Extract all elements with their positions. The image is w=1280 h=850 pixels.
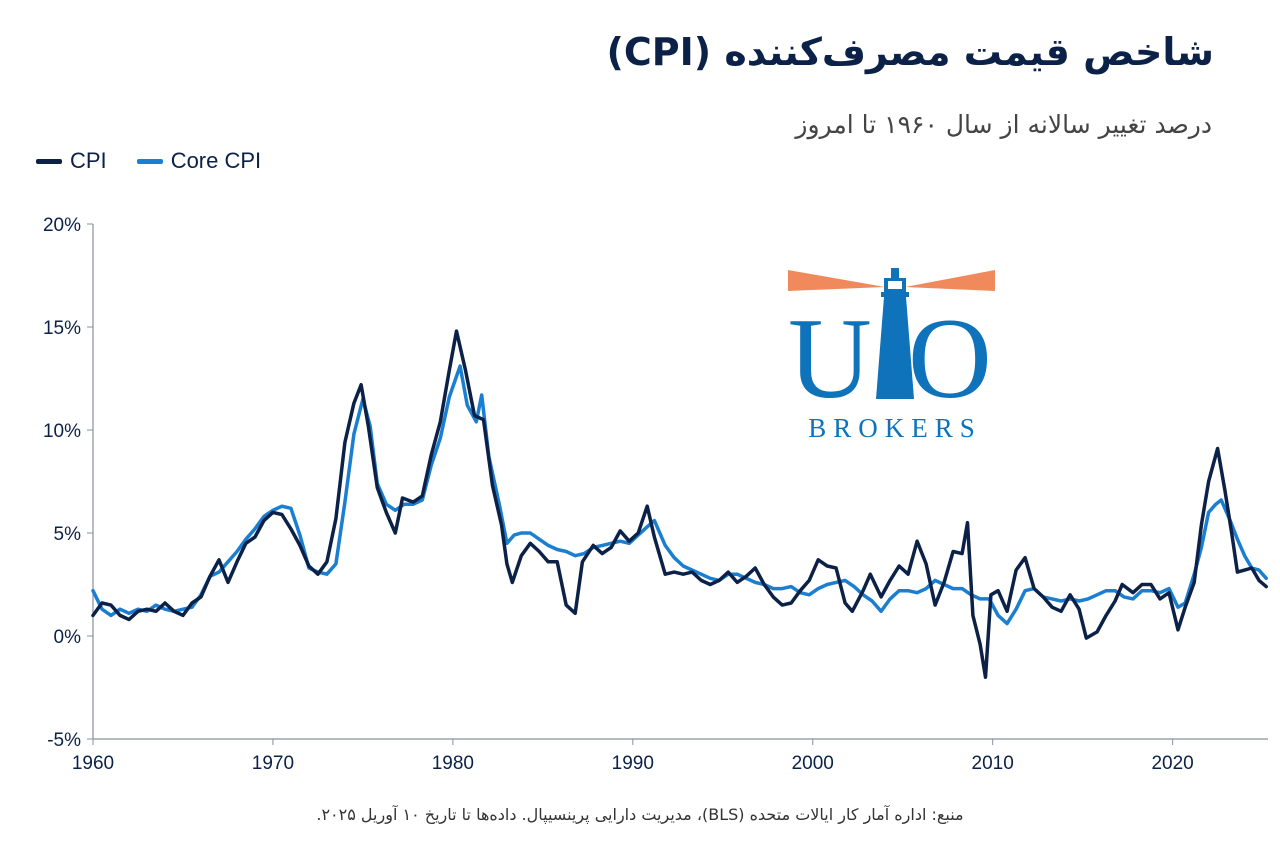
chart-subtitle: درصد تغییر سالانه از سال ۱۹۶۰ تا امروز xyxy=(795,110,1212,139)
y-tick-label: 0% xyxy=(54,627,82,648)
x-tick-label: 2020 xyxy=(1151,753,1193,774)
svg-text:U: U xyxy=(788,295,872,415)
x-tick-label: 2000 xyxy=(792,753,834,774)
series-line-core-cpi xyxy=(91,364,1268,626)
x-tick-label: 1970 xyxy=(252,753,294,774)
y-tick-label: 10% xyxy=(43,421,81,442)
y-tick-label: -5% xyxy=(47,730,81,751)
legend-item-core-cpi: Core CPI xyxy=(136,148,262,174)
series-line-cpi xyxy=(91,329,1268,679)
legend-label-core-cpi: Core CPI xyxy=(170,148,262,173)
svg-text:O: O xyxy=(908,295,992,415)
y-tick-label: 15% xyxy=(43,318,81,339)
legend-item-cpi: CPI xyxy=(36,148,107,174)
source-note: منبع: اداره آمار کار ایالات متحده (BLS)،… xyxy=(316,805,964,824)
legend-label-cpi: CPI xyxy=(70,148,107,173)
x-tick-label: 1980 xyxy=(432,753,474,774)
x-tick-label: 1960 xyxy=(72,753,114,774)
legend-swatch-cpi xyxy=(36,158,62,164)
legend-swatch-core-cpi xyxy=(136,158,163,164)
x-tick-label: 2010 xyxy=(972,753,1014,774)
logo-text: BROKERS xyxy=(808,413,982,443)
chart-legend: CPI Core CPI xyxy=(36,148,261,174)
chart-axes: -5% 0% 5% 10% 15% 20% 1960 1970 1980 1990 2000 2010… xyxy=(43,215,1268,774)
lighthouse-icon: U O xyxy=(788,268,995,423)
x-tick-label: 1990 xyxy=(612,753,654,774)
y-tick-label: 20% xyxy=(43,215,81,236)
chart-title: شاخص قیمت مصرف‌کننده (CPI) xyxy=(606,30,1214,74)
broker-logo: U O BROKERS xyxy=(780,265,1010,455)
chart-series xyxy=(91,329,1268,679)
y-tick-label: 5% xyxy=(54,524,82,545)
